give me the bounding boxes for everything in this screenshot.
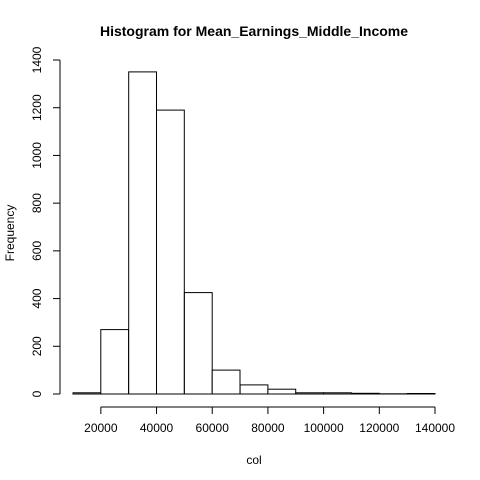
histogram-bar-0 bbox=[72, 392, 102, 395]
x-tick-label: 40000 bbox=[140, 421, 174, 435]
x-axis-label: col bbox=[246, 453, 261, 467]
y-tick-label: 1000 bbox=[30, 142, 44, 169]
x-tick-label: 140000 bbox=[415, 421, 455, 435]
histogram-bar-8 bbox=[295, 392, 325, 395]
x-tick-label: 120000 bbox=[359, 421, 399, 435]
histogram-bar-2 bbox=[128, 71, 157, 395]
y-tick-label: 600 bbox=[30, 241, 44, 261]
y-tick-label: 200 bbox=[30, 336, 44, 356]
x-tick-label: 60000 bbox=[196, 421, 230, 435]
y-tick-label: 400 bbox=[30, 288, 44, 308]
x-axis: 20000 40000 60000 80000 100000 120000 140000 bbox=[84, 406, 455, 435]
x-tick-label: 20000 bbox=[84, 421, 118, 435]
histogram-bar-3 bbox=[156, 109, 185, 395]
y-tick-label: 1200 bbox=[30, 94, 44, 121]
histogram-bar-5 bbox=[211, 369, 241, 395]
histogram-bar-10 bbox=[351, 392, 380, 395]
y-axis-label: Frequency bbox=[3, 205, 17, 262]
histogram-bar-12 bbox=[406, 393, 436, 395]
y-axis: 0 200 400 600 800 1000 1200 1400 bbox=[30, 46, 61, 397]
bars-group bbox=[72, 71, 436, 395]
y-tick-label: 1400 bbox=[30, 46, 44, 73]
x-tick-label: 100000 bbox=[304, 421, 344, 435]
chart-title: Histogram for Mean_Earnings_Middle_Incom… bbox=[100, 23, 408, 39]
x-tick-label: 80000 bbox=[251, 421, 285, 435]
histogram-bar-4 bbox=[183, 292, 213, 395]
histogram-bar-1 bbox=[100, 329, 130, 395]
histogram-bar-6 bbox=[239, 384, 269, 395]
histogram-bar-7 bbox=[267, 388, 297, 395]
histogram-bar-9 bbox=[323, 392, 352, 395]
y-tick-label: 0 bbox=[30, 390, 44, 397]
y-tick-label: 800 bbox=[30, 193, 44, 213]
